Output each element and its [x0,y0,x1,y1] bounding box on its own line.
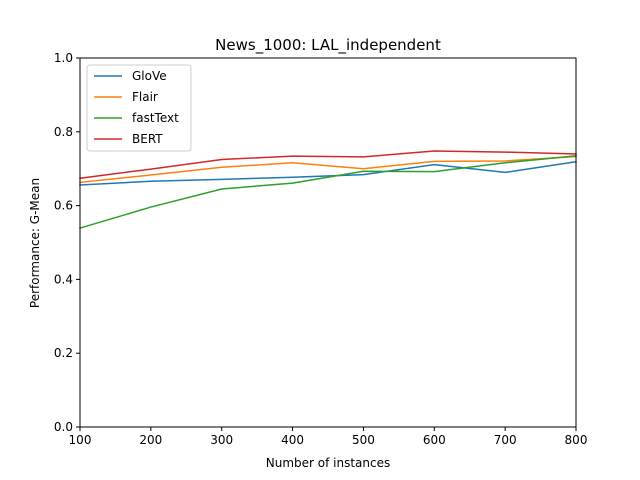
y-axis: 0.0 0.2 0.4 0.6 0.8 1.0 [54,51,80,434]
plot-frame [79,57,577,428]
legend-label-flair: Flair [132,90,158,104]
legend-label-glove: GloVe [132,69,167,83]
x-tick-label: 300 [210,433,233,447]
x-tick-label: 800 [565,433,588,447]
x-tick-label: 700 [494,433,517,447]
legend-label-fasttext: fastText [132,111,179,125]
y-tick-label: 0.2 [54,346,73,360]
chart-title: News_1000: LAL_independent [215,36,441,55]
plot-lines [79,150,577,230]
x-tick-label: 600 [423,433,446,447]
x-axis-label: Number of instances [266,456,391,470]
series-line-bert [79,150,577,180]
y-axis-label: Performance: G-Mean [28,178,42,308]
legend-box [86,64,192,152]
legend-label-bert: BERT [132,132,163,146]
y-tick-label: 1.0 [54,51,73,65]
x-axis: 100 200 300 400 500 600 700 800 [69,427,588,447]
x-tick-label: 100 [69,433,92,447]
x-tick-label: 500 [352,433,375,447]
series-line-flair [79,155,577,184]
x-tick-label: 200 [139,433,162,447]
y-tick-label: 0.4 [54,272,73,286]
series-line-glove [79,160,577,186]
x-tick-label: 400 [281,433,304,447]
y-tick-label: 0.8 [54,125,73,139]
y-tick-label: 0.6 [54,199,73,213]
series-line-fasttext [79,154,577,230]
y-tick-label: 0.0 [54,420,73,434]
legend: GloVe Flair fastText BERT [86,64,192,152]
